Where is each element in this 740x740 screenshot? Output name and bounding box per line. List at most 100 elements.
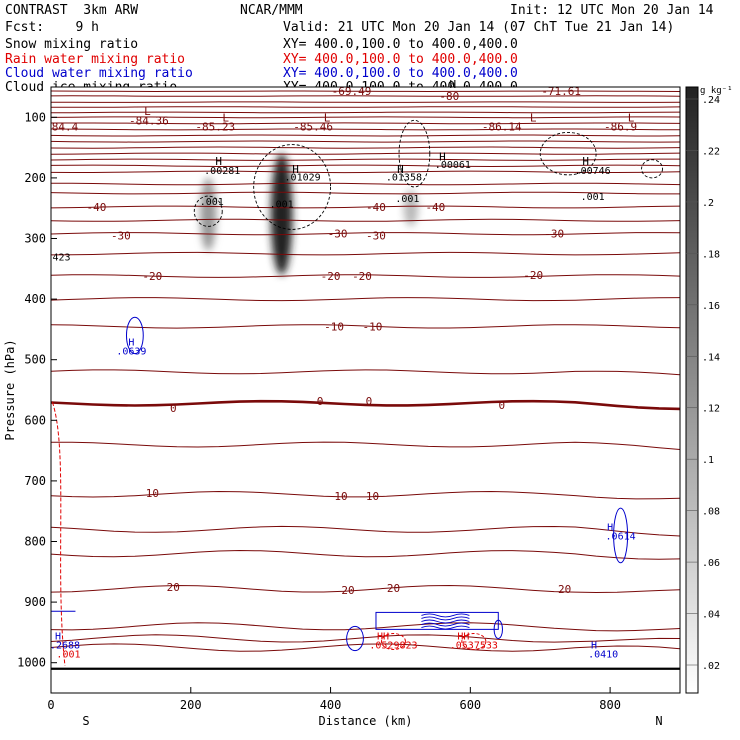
extremum-marker: H	[215, 155, 222, 168]
cloud-water-wave	[421, 619, 470, 624]
y-tick-label: 1000	[17, 656, 46, 670]
extremum-marker: L	[530, 111, 537, 124]
isotherm-line	[50, 191, 680, 195]
temperature-label: 20	[387, 582, 400, 595]
y-tick-label: 800	[24, 535, 46, 549]
temperature-label: -69.49	[332, 85, 372, 98]
temperature-label: -10	[324, 320, 344, 333]
extremum-marker: H	[292, 163, 299, 176]
isotherm-line	[50, 170, 681, 174]
colorbar-tick-label: .04	[702, 610, 720, 621]
colorbar-tick-label: .24	[702, 95, 720, 106]
y-tick-label: 200	[24, 171, 46, 185]
isotherm-line	[51, 441, 681, 450]
field-name-snow: Snow mixing ratio	[5, 37, 139, 52]
extremum-marker: L	[222, 111, 229, 124]
isotherm-line	[50, 164, 681, 168]
cloud-ice-contour	[641, 159, 663, 179]
cloud-water-value-label: .0410	[588, 650, 618, 661]
cloud-ice-contour	[253, 144, 332, 230]
isotherm-line	[50, 634, 681, 643]
snow-shading-2	[403, 190, 419, 227]
field-xy-cloud-water: XY= 400.0,100.0 to 400.0,400.0	[283, 66, 518, 81]
isotherm-line	[50, 584, 681, 594]
temperature-label: -20	[523, 269, 543, 282]
extremum-marker: H	[450, 78, 457, 91]
temperature-label: 0	[498, 399, 505, 412]
cloud-ice-value-label: .001	[200, 197, 224, 208]
isotherm-line	[50, 643, 681, 652]
extremum-marker: H	[439, 151, 446, 164]
temperature-label: 10	[366, 490, 379, 503]
isotherm-line	[50, 525, 681, 537]
forecast-hour-label: Fcst: 9 h	[5, 20, 99, 35]
cloud-water-value-label: H	[55, 631, 61, 642]
cloud-water-value-label: H	[128, 338, 134, 349]
temperature-label: -30	[328, 228, 348, 241]
isotherm-line	[50, 152, 681, 155]
temperature-label: -85.23	[195, 120, 235, 133]
cloud-water-wave	[421, 625, 470, 630]
isotherm-line	[50, 128, 681, 131]
temperature-label: 0	[170, 402, 177, 415]
extremum-marker: L	[324, 111, 331, 124]
cloud-ice-value-label: .001	[270, 199, 294, 210]
cloud-ice-value-label: .01358	[386, 173, 422, 184]
temperature-label: 20	[341, 584, 354, 597]
isotherm-line	[50, 274, 681, 278]
organization-label: NCAR/MMM	[240, 3, 303, 18]
cloud-ice-value-label: .001	[581, 192, 605, 203]
isotherm-line	[50, 158, 680, 161]
isotherm-line	[50, 549, 681, 560]
isotherm-line	[50, 134, 681, 137]
y-tick-label: 500	[24, 353, 46, 367]
colorbar-tick-label: .08	[702, 507, 720, 518]
isotherm-line	[50, 622, 681, 632]
temperature-label: -86.14	[482, 120, 522, 133]
cloud-water-wave	[421, 613, 470, 618]
south-label: S	[82, 714, 89, 728]
colorbar-tick-label: .06	[702, 558, 720, 569]
temperature-label: -84.36	[129, 114, 169, 127]
temperature-label: 10	[146, 487, 159, 500]
isotherm-zero-line	[50, 399, 681, 411]
edge-value-label: 423	[52, 253, 70, 264]
extremum-marker: L	[144, 105, 151, 118]
cloud-water-contour	[125, 316, 144, 355]
x-tick-label: 800	[599, 698, 621, 712]
x-tick-label: 200	[180, 698, 202, 712]
cloud-ice-value-label: .001	[395, 194, 419, 205]
cloud-ice-contour	[193, 195, 223, 227]
cloud-water-contour	[613, 507, 629, 564]
isotherm-line	[50, 116, 681, 119]
y-tick-label: 300	[24, 232, 46, 246]
rain-value-label: .0537533	[450, 641, 498, 652]
plot-area	[51, 87, 680, 693]
isotherm-line	[50, 369, 681, 376]
cloud-water-value-label: H	[591, 641, 597, 652]
extremum-marker: L	[628, 111, 635, 124]
snow-shading-0	[200, 177, 217, 251]
rain-contour	[380, 632, 406, 650]
isotherm-line	[50, 490, 681, 500]
x-axis-label: Distance (km)	[319, 714, 413, 728]
cloud-ice-value-label: .00061	[435, 160, 471, 171]
init-time-label: Init: 12 UTC Mon 20 Jan 14	[510, 3, 714, 18]
isotherm-line	[50, 205, 681, 209]
y-tick-label: 600	[24, 413, 46, 427]
cloud-ice-contour	[539, 132, 597, 176]
cloud-water-value-label: H	[607, 522, 613, 533]
temperature-label: -86.9	[604, 120, 637, 133]
colorbar-tick-label: .1	[702, 455, 714, 466]
isotherm-line	[50, 251, 681, 256]
model-title: CONTRAST 3km ARW	[5, 3, 139, 18]
isotherm-line	[50, 111, 681, 114]
cloud-water-wave	[421, 616, 470, 621]
temperature-label: -10	[363, 320, 383, 333]
x-tick-label: 0	[47, 698, 54, 712]
valid-time-label: Valid: 21 UTC Mon 20 Jan 14 (07 ChT Tue …	[283, 20, 675, 35]
field-xy-snow: XY= 400.0,100.0 to 400.0,400.0	[283, 37, 518, 52]
temperature-label: -20	[142, 270, 162, 283]
plot-frame	[50, 86, 681, 694]
